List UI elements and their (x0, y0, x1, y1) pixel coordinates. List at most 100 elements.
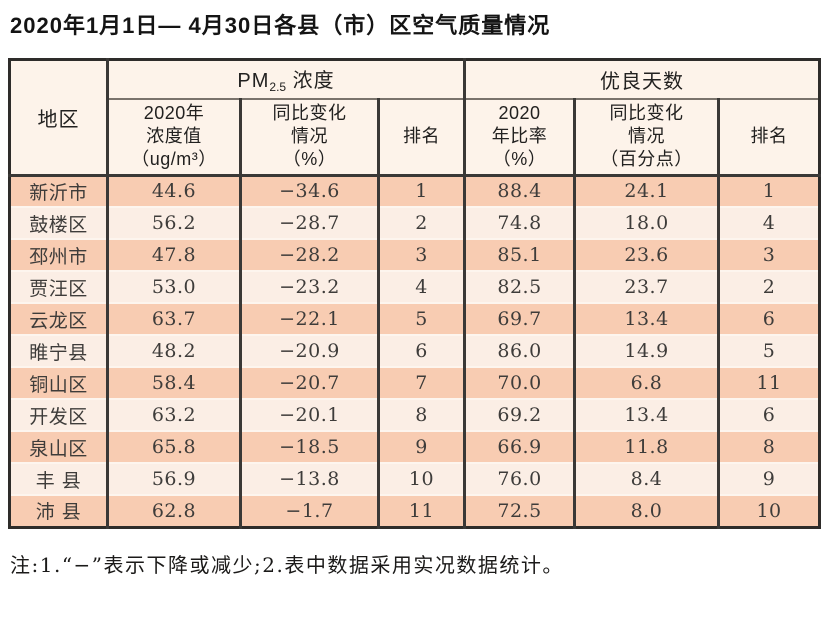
table-row: 贾汪区 53.0 −23.2 4 82.5 23.7 2 (9, 270, 820, 304)
footnote: 注:1.“−”表示下降或减少;2.表中数据采用实况数据统计。 (10, 552, 564, 577)
group-header-good-days: 优良天数 (463, 59, 820, 101)
region-cell: 新沂市 (9, 175, 108, 208)
ratio-change-cell: 6.8 (573, 366, 719, 400)
table-row: 泉山区 65.8 −18.5 9 66.9 11.8 8 (9, 430, 820, 464)
pm25-change-cell: −13.8 (239, 462, 379, 496)
column-header-ratio-rank: 排名 (717, 99, 820, 177)
ratio-value-cell: 74.8 (463, 206, 575, 240)
table-row: 开发区 63.2 −20.1 8 69.2 13.4 6 (9, 398, 820, 432)
pm25-rank-cell: 9 (376, 430, 465, 464)
table-header: 地区 PM2.5 浓度 优良天数 2020年 浓度值 （ug/m³） 同比变化 … (9, 59, 820, 177)
ratio-change-cell: 18.0 (573, 206, 719, 240)
ratio-change-cell: 13.4 (573, 398, 719, 432)
pm25-change-cell: −22.1 (239, 302, 379, 336)
pm25-rank-cell: 3 (376, 238, 465, 272)
ratio-value-cell: 66.9 (463, 430, 575, 464)
pm25-change-cell: −23.2 (239, 270, 379, 304)
ratio-change-cell: 8.0 (573, 494, 719, 528)
ratio-value-cell: 70.0 (463, 366, 575, 400)
air-quality-table: 地区 PM2.5 浓度 优良天数 2020年 浓度值 （ug/m³） 同比变化 … (8, 57, 822, 529)
column-header-pm25-rank: 排名 (376, 99, 465, 177)
pm25-rank-cell: 1 (376, 175, 465, 208)
ratio-change-cell: 11.8 (573, 430, 719, 464)
table-row: 新沂市 44.6 −34.6 1 88.4 24.1 1 (9, 175, 820, 208)
ratio-rank-cell: 4 (717, 206, 820, 240)
table-body: 新沂市 44.6 −34.6 1 88.4 24.1 1 鼓楼区 56.2 −28.7 2 74.8 1… (9, 175, 820, 528)
pm25-change-cell: −28.7 (239, 206, 379, 240)
pm25-value-cell: 56.9 (106, 462, 241, 496)
pm25-value-cell: 58.4 (106, 366, 241, 400)
region-cell: 沛 县 (9, 494, 108, 528)
table-row: 鼓楼区 56.2 −28.7 2 74.8 18.0 4 (9, 206, 820, 240)
column-header-ratio-change: 同比变化 情况 （百分点） (573, 99, 719, 177)
ratio-rank-cell: 5 (717, 334, 820, 368)
pm25-value-cell: 65.8 (106, 430, 241, 464)
region-cell: 铜山区 (9, 366, 108, 400)
ratio-change-cell: 8.4 (573, 462, 719, 496)
ratio-value-cell: 82.5 (463, 270, 575, 304)
ratio-rank-cell: 3 (717, 238, 820, 272)
table-row: 沛 县 62.8 −1.7 11 72.5 8.0 10 (9, 494, 820, 528)
pm25-label-subscript: 2.5 (269, 80, 287, 95)
ratio-rank-cell: 8 (717, 430, 820, 464)
ratio-value-cell: 69.2 (463, 398, 575, 432)
ratio-rank-cell: 6 (717, 302, 820, 336)
ratio-change-cell: 14.9 (573, 334, 719, 368)
table-row: 铜山区 58.4 −20.7 7 70.0 6.8 11 (9, 366, 820, 400)
ratio-value-cell: 88.4 (463, 175, 575, 208)
pm25-change-cell: −28.2 (239, 238, 379, 272)
ratio-value-cell: 72.5 (463, 494, 575, 528)
table-row: 云龙区 63.7 −22.1 5 69.7 13.4 6 (9, 302, 820, 336)
pm25-value-cell: 63.7 (106, 302, 241, 336)
pm25-rank-cell: 11 (376, 494, 465, 528)
column-header-pm25-change: 同比变化 情况 （%） (239, 99, 379, 177)
ratio-rank-cell: 2 (717, 270, 820, 304)
ratio-rank-cell: 9 (717, 462, 820, 496)
pm25-label-main: PM (237, 70, 270, 93)
pm25-label-rest: 浓度 (286, 70, 335, 93)
pm25-value-cell: 62.8 (106, 494, 241, 528)
pm25-value-cell: 53.0 (106, 270, 241, 304)
ratio-rank-cell: 11 (717, 366, 820, 400)
pm25-change-cell: −18.5 (239, 430, 379, 464)
column-header-pm25-value: 2020年 浓度值 （ug/m³） (106, 99, 241, 177)
ratio-value-cell: 76.0 (463, 462, 575, 496)
page-title: 2020年1月1日— 4月30日各县（市）区空气质量情况 (10, 13, 551, 38)
region-cell: 云龙区 (9, 302, 108, 336)
pm25-rank-cell: 10 (376, 462, 465, 496)
group-header-pm25: PM2.5 浓度 (105, 59, 465, 101)
ratio-rank-cell: 10 (717, 494, 820, 528)
ratio-value-cell: 85.1 (463, 238, 575, 272)
pm25-rank-cell: 4 (376, 270, 465, 304)
ratio-change-cell: 24.1 (573, 175, 719, 208)
table-row: 邳州市 47.8 −28.2 3 85.1 23.6 3 (9, 238, 820, 272)
pm25-value-cell: 44.6 (106, 175, 241, 208)
table-row: 睢宁县 48.2 −20.9 6 86.0 14.9 5 (9, 334, 820, 368)
pm25-value-cell: 47.8 (106, 238, 241, 272)
ratio-value-cell: 69.7 (463, 302, 575, 336)
pm25-change-cell: −20.7 (239, 366, 379, 400)
region-cell: 泉山区 (9, 430, 108, 464)
pm25-value-cell: 63.2 (106, 398, 241, 432)
pm25-change-cell: −20.1 (239, 398, 379, 432)
pm25-value-cell: 48.2 (106, 334, 241, 368)
column-header-ratio-value: 2020 年比率 （%） (463, 99, 575, 177)
region-cell: 贾汪区 (9, 270, 108, 304)
pm25-change-cell: −34.6 (239, 175, 379, 208)
table-row: 丰 县 56.9 −13.8 10 76.0 8.4 9 (9, 462, 820, 496)
pm25-rank-cell: 2 (376, 206, 465, 240)
ratio-rank-cell: 6 (717, 398, 820, 432)
pm25-change-cell: −1.7 (239, 494, 379, 528)
region-cell: 鼓楼区 (9, 206, 108, 240)
pm25-rank-cell: 7 (376, 366, 465, 400)
region-cell: 开发区 (9, 398, 108, 432)
pm25-rank-cell: 8 (376, 398, 465, 432)
ratio-change-cell: 23.7 (573, 270, 719, 304)
region-cell: 邳州市 (9, 238, 108, 272)
pm25-change-cell: −20.9 (239, 334, 379, 368)
ratio-change-cell: 13.4 (573, 302, 719, 336)
sub-header-row: 2020年 浓度值 （ug/m³） 同比变化 情况 （%） 排名 2020 年比… (10, 99, 820, 177)
region-cell: 丰 县 (9, 462, 108, 496)
ratio-value-cell: 86.0 (463, 334, 575, 368)
